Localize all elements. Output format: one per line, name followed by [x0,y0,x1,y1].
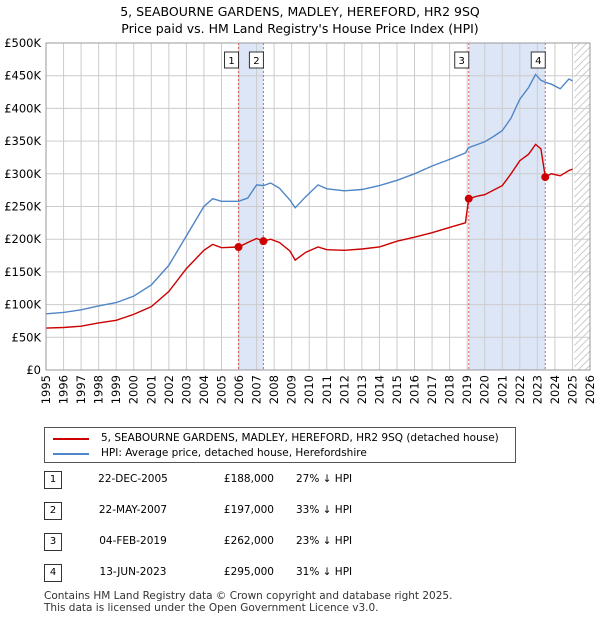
x-tick-label: 2008 [267,375,281,404]
x-tick-label: 2006 [232,375,246,404]
sale-row: 1 22-DEC-2005 £188,000 27% ↓ HPI [44,471,564,489]
y-tick-label: £350K [4,134,41,148]
x-tick-label: 2011 [320,375,334,404]
sale-label: 3 [459,56,465,67]
x-tick-label: 2023 [530,375,544,404]
hpi-line [45,73,573,315]
sale-point [464,194,473,203]
plot-border [45,42,591,371]
sale-row: 2 22-MAY-2007 £197,000 33% ↓ HPI [44,502,564,520]
legend-label-hpi: HPI: Average price, detached house, Here… [101,447,367,459]
legend-label-property: 5, SEABOURNE GARDENS, MADLEY, HEREFORD, … [101,432,499,444]
y-tick-label: £450K [4,69,41,83]
sale-date: 04-FEB-2019 [99,535,167,547]
sale-date: 22-MAY-2007 [98,504,168,516]
sale-price: £295,000 [223,566,274,578]
x-tick-label: 2013 [355,375,369,404]
x-tick-label: 2012 [337,375,351,404]
sale-price: £197,000 [223,504,274,516]
footer-copyright: Contains HM Land Registry data © Crown c… [44,590,453,602]
sale-label-box [224,51,240,69]
x-tick-label: 2019 [460,375,474,404]
x-tick-label: 1995 [39,375,53,404]
x-tick-label: 2009 [285,375,299,404]
x-tick-label: 2024 [548,375,562,404]
sale-label-box [454,51,470,69]
sale-label: 4 [535,56,541,67]
sale-number-badge: 4 [44,564,62,582]
x-tick-label: 2015 [390,375,404,404]
x-tick-label: 2007 [250,375,264,404]
legend: 5, SEABOURNE GARDENS, MADLEY, HEREFORD, … [44,427,516,463]
sale-point [259,237,268,246]
sale-label: 2 [253,56,259,67]
price-chart: 1 2 3 4 £0 £50K £100K £150K £200K £250K £300K £350… [4,36,597,404]
sale-row: 3 04-FEB-2019 £262,000 23% ↓ HPI [44,533,564,551]
x-tick-label: 2001 [144,375,158,404]
y-tick-label: £100K [4,298,41,312]
sale-price: £262,000 [223,535,274,547]
x-tick-label: 1997 [74,375,88,404]
x-tick-label: 2002 [162,375,176,404]
y-tick-label: £200K [4,232,41,246]
y-tick-label: £50K [12,330,42,344]
sale-point [541,173,550,182]
x-tick-label: 1998 [92,375,106,404]
y-tick-label: £400K [4,101,41,115]
x-tick-label: 2026 [583,375,597,404]
x-tick-label: 2025 [565,375,579,404]
y-tick-label: £150K [4,265,41,279]
x-tick-label: 1999 [109,375,123,404]
y-tick-label: £500K [4,36,41,50]
x-tick-label: 2003 [179,375,193,404]
x-tick-label: 2017 [425,375,439,404]
x-tick-label: 2004 [197,375,211,404]
legend-swatch-property [53,438,89,440]
x-tick-label: 2005 [214,375,228,404]
y-tick-label: £300K [4,167,41,181]
property-price-line [45,143,573,329]
sale-hpi-diff: 27% ↓ HPI [296,473,353,485]
legend-swatch-hpi [53,453,89,455]
x-tick-label: 2022 [513,375,527,404]
y-tick-label: £0 [26,363,41,377]
sale-number-badge: 2 [44,502,62,520]
x-tick-label: 2016 [408,375,422,404]
sale-hpi-diff: 31% ↓ HPI [296,566,353,578]
footer-license: This data is licensed under the Open Gov… [44,602,379,614]
sale-number-badge: 1 [44,471,62,489]
sale-price: £188,000 [223,473,274,485]
chart-subtitle: Price paid vs. HM Land Registry's House … [121,21,479,36]
sale-label-box [530,51,546,69]
x-tick-label: 1996 [57,375,71,404]
sale-date: 13-JUN-2023 [99,566,167,578]
sale-hpi-diff: 33% ↓ HPI [296,504,353,516]
x-tick-label: 2000 [127,375,141,404]
x-tick-label: 2020 [478,375,492,404]
sale-number-badge: 3 [44,533,62,551]
x-tick-label: 2014 [372,375,386,404]
sale-point [234,243,243,252]
sale-date: 22-DEC-2005 [98,473,168,485]
footer: Contains HM Land Registry data © Crown c… [44,590,452,614]
y-tick-label: £250K [4,200,41,214]
sale-label: 1 [228,56,234,67]
x-tick-label: 2021 [495,375,509,404]
x-tick-label: 2010 [302,375,316,404]
sale-row: 4 13-JUN-2023 £295,000 31% ↓ HPI [44,564,564,582]
sale-label-box [248,51,264,69]
x-tick-label: 2018 [443,375,457,404]
chart-title: 5, SEABOURNE GARDENS, MADLEY, HEREFORD, … [120,4,480,19]
sale-hpi-diff: 23% ↓ HPI [296,535,353,547]
